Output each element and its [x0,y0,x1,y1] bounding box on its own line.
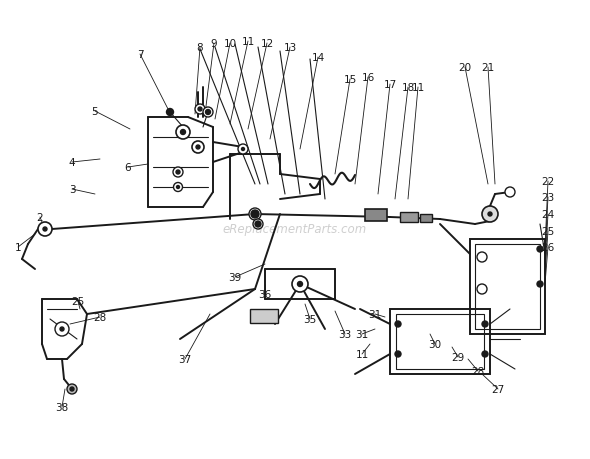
Text: 10: 10 [224,39,237,49]
Bar [390,309,490,374]
Circle shape [292,276,308,292]
Text: 15: 15 [343,75,356,85]
Circle shape [488,213,492,217]
Circle shape [505,188,515,197]
Circle shape [173,183,182,192]
Bar [400,213,418,223]
Circle shape [477,252,487,263]
Text: 39: 39 [228,272,242,282]
Circle shape [198,108,202,112]
Text: 37: 37 [178,354,192,364]
Circle shape [176,171,180,174]
Bar [475,245,540,329]
Text: 28: 28 [471,366,484,376]
Circle shape [537,246,543,252]
Text: 38: 38 [55,402,68,412]
Circle shape [297,282,303,287]
Text: 31: 31 [368,309,382,319]
Text: 4: 4 [68,157,76,168]
Circle shape [241,148,244,151]
Text: 11: 11 [241,37,255,47]
Text: 3: 3 [68,185,76,195]
Text: 25: 25 [71,297,84,306]
Circle shape [181,130,185,135]
Circle shape [255,222,261,228]
Circle shape [253,219,263,230]
Text: 5: 5 [91,107,99,117]
Circle shape [70,387,74,391]
Circle shape [195,105,205,115]
Text: 24: 24 [542,210,555,219]
Circle shape [251,211,259,218]
Circle shape [43,228,47,231]
Text: 13: 13 [283,43,297,53]
Circle shape [203,108,213,118]
Text: 36: 36 [258,289,271,299]
Circle shape [477,285,487,294]
Text: 11: 11 [355,349,369,359]
Circle shape [395,321,401,327]
Text: 25: 25 [542,226,555,236]
Circle shape [173,168,183,178]
Circle shape [482,207,498,223]
Text: 29: 29 [451,352,465,362]
Text: 23: 23 [542,193,555,202]
Text: 16: 16 [361,73,375,83]
Text: 6: 6 [124,162,132,173]
Circle shape [205,110,211,115]
Circle shape [482,321,488,327]
Text: eReplacementParts.com: eReplacementParts.com [223,223,367,236]
Text: 20: 20 [458,63,471,73]
Text: 14: 14 [312,53,325,63]
Bar [365,210,387,222]
Circle shape [249,208,261,220]
Text: 31: 31 [355,329,369,339]
Text: 35: 35 [303,314,317,325]
Text: 26: 26 [542,242,555,252]
Text: 8: 8 [196,43,204,53]
Bar [420,214,432,223]
Circle shape [166,109,173,116]
Text: 11: 11 [411,83,425,93]
Circle shape [192,142,204,154]
Bar [396,314,484,369]
Text: 21: 21 [481,63,494,73]
Bar [250,309,278,323]
Circle shape [67,384,77,394]
Circle shape [55,322,69,336]
Circle shape [238,145,248,155]
Text: 1: 1 [15,242,21,252]
Circle shape [196,146,200,150]
Circle shape [537,281,543,287]
Text: 27: 27 [491,384,504,394]
Text: 28: 28 [93,312,107,322]
Bar [470,240,545,334]
Text: 17: 17 [384,80,396,90]
Circle shape [395,351,401,357]
Text: 2: 2 [37,213,43,223]
Text: 22: 22 [542,177,555,187]
Circle shape [38,223,52,236]
Text: 33: 33 [339,329,352,339]
Text: 30: 30 [428,339,441,349]
Circle shape [176,126,190,140]
Text: 18: 18 [401,83,415,93]
Circle shape [60,327,64,331]
Text: 12: 12 [260,39,274,49]
Circle shape [176,186,179,189]
Text: 7: 7 [137,50,143,60]
Text: 9: 9 [211,39,217,49]
Circle shape [482,351,488,357]
